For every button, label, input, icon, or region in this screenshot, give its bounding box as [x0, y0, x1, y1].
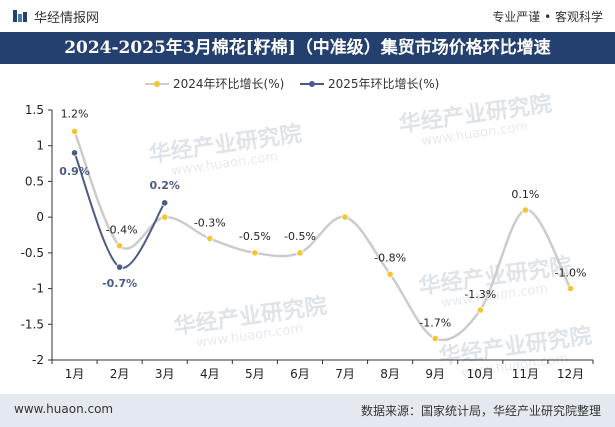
data-point: [116, 263, 124, 271]
y-tick-label: 0.5: [25, 174, 44, 188]
data-label: -0.5%: [284, 230, 316, 243]
data-label: -1.3%: [464, 288, 496, 301]
legend-marker: [309, 81, 315, 87]
data-point: [206, 234, 214, 243]
data-label: -0.8%: [374, 251, 406, 264]
x-tick-label: 6月: [290, 367, 310, 381]
tagline: 专业严谨 • 客观科学: [492, 10, 603, 24]
y-tick-label: 1: [36, 139, 44, 153]
y-tick-label: -1.5: [21, 317, 44, 331]
data-label: 0.9%: [59, 165, 90, 178]
footer-bar: www.huaon.com 数据来源：国家统计局，华经产业研究院整理: [0, 394, 615, 427]
x-tick-label: 10月: [467, 367, 494, 381]
y-tick-label: -0.5: [21, 246, 44, 260]
legend-marker: [154, 81, 160, 87]
chart-title: 2024-2025年3月棉花[籽棉]（中准级）集贸市场价格环比增速: [64, 38, 551, 58]
x-tick-label: 9月: [425, 367, 445, 381]
y-tick-label: -2: [32, 353, 44, 367]
data-point: [70, 127, 79, 136]
y-tick-label: -1: [32, 282, 44, 296]
x-tick-label: 12月: [557, 367, 584, 381]
x-tick-label: 5月: [245, 367, 265, 381]
legend-label: 2025年环比增长(%): [328, 77, 439, 91]
line-chart: 华经产业研究院www.huaon.com华经产业研究院www.huaon.com…: [21, 77, 594, 381]
data-point: [476, 306, 484, 314]
x-tick-label: 8月: [380, 367, 400, 381]
footer-url: www.huaon.com: [14, 402, 114, 416]
logo-icon: [13, 10, 27, 22]
x-tick-label: 1月: [65, 367, 85, 381]
x-tick-label: 7月: [335, 367, 355, 381]
data-label: -0.3%: [194, 217, 226, 230]
x-tick-label: 2月: [110, 367, 130, 381]
data-point: [431, 334, 439, 343]
data-label: 0.1%: [511, 188, 539, 201]
data-point: [296, 249, 304, 257]
data-point: [386, 270, 394, 278]
data-point: [341, 213, 349, 221]
data-point: [161, 199, 169, 207]
brand-name: 华经情报网: [34, 11, 100, 26]
x-tick-label: 3月: [155, 367, 175, 381]
y-tick-label: 0: [36, 210, 44, 224]
data-point: [566, 284, 575, 293]
x-tick-label: 4月: [200, 367, 220, 381]
data-label: -0.5%: [239, 230, 271, 243]
data-label: -1.0%: [554, 267, 586, 280]
data-point: [521, 206, 529, 214]
series-line-1: [73, 130, 572, 342]
x-tick-label: 11月: [512, 367, 539, 381]
data-label: 0.2%: [149, 179, 180, 192]
top-bar: 华经情报网 专业严谨 • 客观科学: [0, 0, 615, 32]
data-point: [161, 213, 169, 221]
data-label: -0.7%: [102, 277, 137, 290]
title-bar: 2024-2025年3月棉花[籽棉]（中准级）集贸市场价格环比增速: [0, 32, 615, 64]
data-label: -0.4%: [106, 224, 138, 237]
data-label: -1.7%: [419, 317, 451, 330]
data-point: [116, 242, 124, 250]
data-point: [251, 249, 259, 257]
legend-label: 2024年环比增长(%): [173, 77, 284, 91]
data-source: 数据来源：国家统计局，华经产业研究院整理: [360, 404, 601, 418]
y-tick-label: 1.5: [25, 103, 44, 117]
data-label: 1.2%: [61, 107, 89, 120]
data-point: [70, 149, 79, 157]
